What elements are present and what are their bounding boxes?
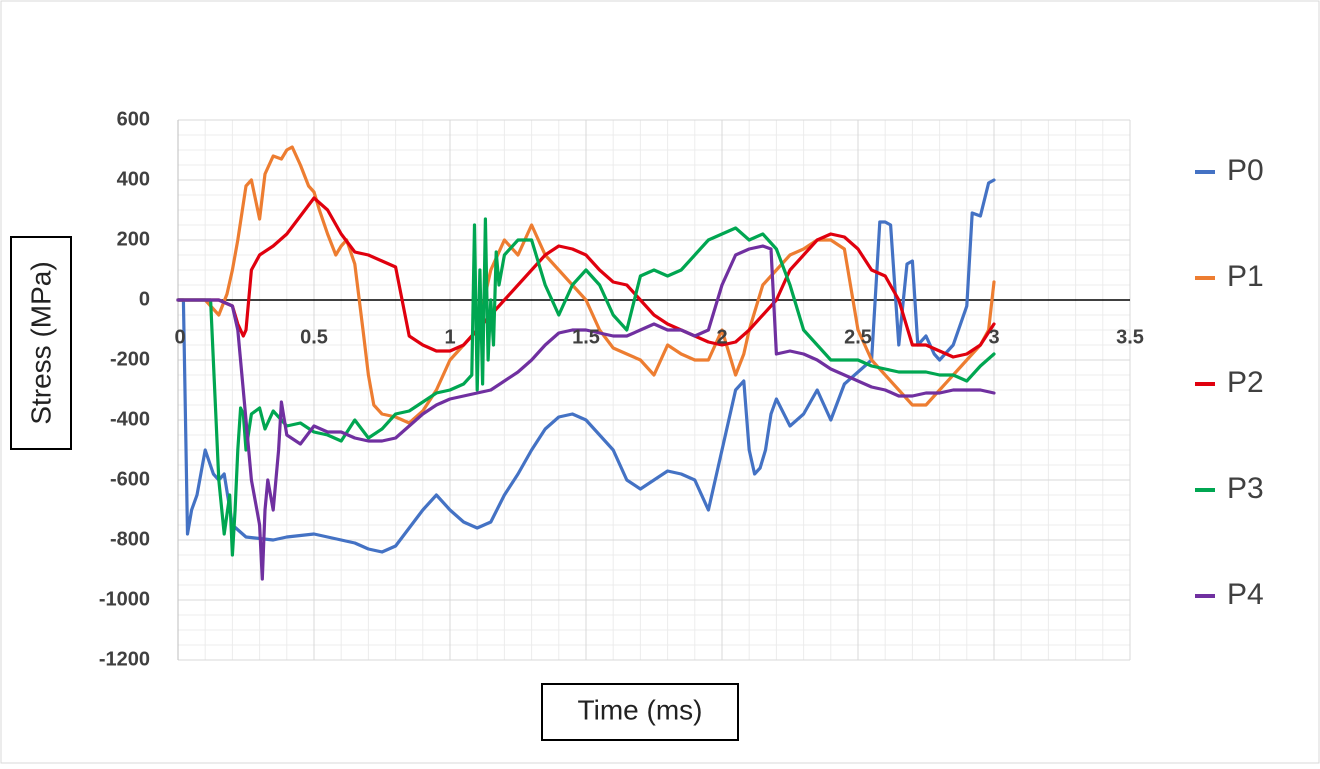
legend-item-p4: P4: [1195, 578, 1264, 611]
x-tick-label: 3: [988, 326, 999, 348]
x-tick-label: 1.5: [572, 326, 600, 348]
x-tick-label: 1: [444, 326, 455, 348]
legend-item-p1: P1: [1195, 260, 1264, 293]
y-axis-title: Stress (MPa): [25, 261, 56, 424]
series-line-p0: [176, 178, 996, 554]
legend-label: P0: [1227, 154, 1264, 187]
y-tick-label: -800: [110, 528, 150, 550]
y-tick-labels: 600 400 200 0 -200 -400 -600 -800 -1000 -1200: [99, 108, 150, 670]
legend-label: P3: [1227, 472, 1264, 505]
legend-item-p2: P2: [1195, 366, 1264, 399]
legend-item-p3: P3: [1195, 472, 1264, 505]
legend-item-p0: P0: [1195, 154, 1264, 187]
y-tick-label: 400: [117, 168, 150, 190]
x-tick-label: 2: [716, 326, 727, 348]
x-tick-label: 0: [174, 326, 185, 348]
series-line-p2: [176, 196, 996, 359]
y-tick-label: 0: [139, 288, 150, 310]
y-tick-label: -200: [110, 348, 150, 370]
series-line-p3: [176, 217, 996, 557]
x-axis-title: Time (ms): [578, 694, 703, 725]
y-tick-label: -600: [110, 468, 150, 490]
y-tick-label: 200: [117, 228, 150, 250]
x-axis-title-box: Time (ms): [541, 683, 739, 741]
y-tick-label: -400: [110, 408, 150, 430]
y-axis-title-box: Stress (MPa): [10, 236, 72, 450]
series-line-p4: [176, 244, 996, 581]
legend-label: P4: [1227, 578, 1264, 611]
y-tick-label: -1000: [99, 588, 150, 610]
legend-label: P2: [1227, 366, 1264, 399]
legend-label: P1: [1227, 260, 1264, 293]
y-tick-label: -1200: [99, 648, 150, 670]
x-tick-label: 3.5: [1116, 326, 1144, 348]
x-tick-labels: 0 0.5 1 1.5 2 2.5 3 3.5: [174, 326, 1143, 348]
y-tick-label: 600: [117, 108, 150, 130]
x-tick-label: 2.5: [844, 326, 872, 348]
series-layer: [176, 145, 996, 581]
legend: P0 P1 P2 P3 P4: [1195, 154, 1264, 611]
x-tick-label: 0.5: [300, 326, 328, 348]
